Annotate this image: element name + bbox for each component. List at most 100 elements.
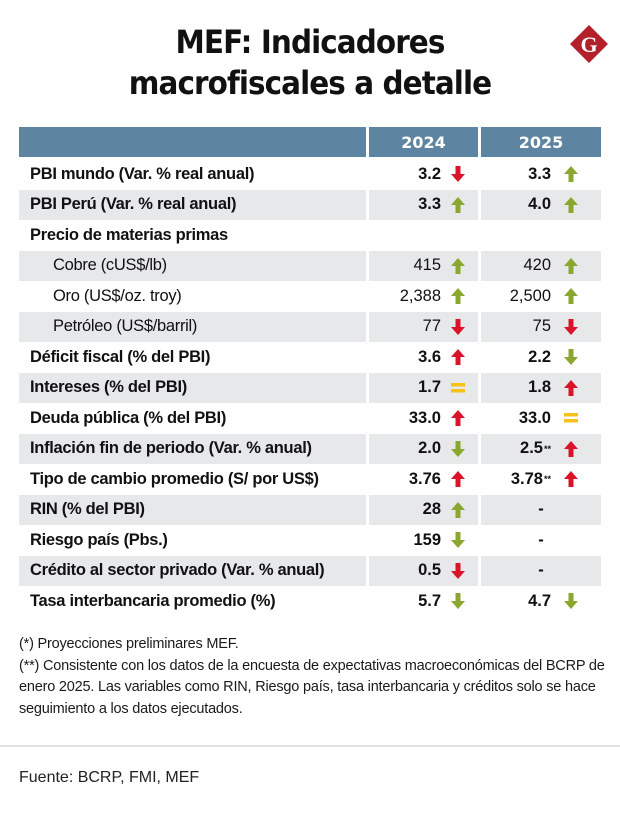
value-2024: 3.76 [369, 464, 478, 495]
value-text: 2.5 [520, 439, 543, 458]
value-2025: 3.3 [481, 159, 601, 190]
table-header-row: 2024 2025 [19, 127, 601, 157]
value-text: 3.3 [418, 195, 441, 214]
arrow-up-icon [451, 501, 465, 518]
arrow-down-icon [564, 349, 578, 365]
value-2024 [369, 220, 478, 251]
value-text: 77 [422, 317, 441, 336]
equal-icon [564, 413, 578, 423]
value-2024: 1.7 [369, 372, 478, 403]
footer-divider [0, 745, 620, 747]
value-2025: 420 [481, 250, 601, 281]
table-row: RIN (% del PBI) 28 - [19, 494, 601, 525]
equal-icon [451, 382, 465, 392]
table-row: PBI Perú (Var. % real anual) 3.3 4.0 [19, 189, 601, 220]
row-label: Riesgo país (Pbs.) [30, 530, 168, 549]
value-2024: 3.2 [369, 159, 478, 190]
footnotes: (*) Proyecciones preliminares MEF. (**) … [19, 634, 609, 720]
table-row: Petróleo (US$/barril) 77 75 [19, 311, 601, 342]
value-2025: 1.8 [481, 372, 601, 403]
arrow-up-icon [564, 257, 578, 274]
header-2024: 2024 [369, 127, 478, 157]
table-row: Déficit fiscal (% del PBI) 3.6 2.2 [19, 342, 601, 373]
row-label: Inflación fin de periodo (Var. % anual) [19, 433, 366, 464]
value-text: 2,388 [399, 286, 441, 305]
value-2025 [481, 220, 601, 251]
no-data-dash: - [538, 500, 544, 519]
source-text: Fuente: BCRP, FMI, MEF [19, 769, 200, 786]
row-label: PBI Perú (Var. % real anual) [19, 189, 366, 220]
arrow-up-icon [564, 196, 578, 213]
arrow-up-icon [564, 288, 578, 304]
value-text: 3.2 [418, 164, 441, 183]
row-label: Cobre (cUS$/lb) [19, 250, 366, 281]
value-text: 159 [413, 530, 441, 549]
table-row: PBI mundo (Var. % real anual) 3.2 3.3 [19, 159, 601, 190]
arrow-up-icon [451, 288, 465, 304]
value-2025: 3.78 ** [481, 464, 601, 495]
row-label: Precio de materias primas [30, 225, 228, 244]
value-text: 3.3 [528, 164, 551, 183]
row-label: RIN (% del PBI) [19, 494, 366, 525]
value-text: 5.7 [418, 591, 441, 610]
value-2024: 28 [369, 494, 478, 525]
value-2025: - [481, 494, 601, 525]
table-row: Crédito al sector privado (Var. % anual)… [19, 555, 601, 586]
arrow-up-icon [564, 166, 578, 182]
page-title: MEF: Indicadores macrofiscales a detalle [25, 22, 595, 104]
value-text: 420 [523, 256, 551, 275]
table-row: Oro (US$/oz. troy) 2,388 2,500 [19, 281, 601, 312]
value-text: 4.7 [528, 591, 551, 610]
value-text: 33.0 [408, 408, 441, 427]
value-2025: 2,500 [481, 281, 601, 312]
value-2024: 415 [369, 250, 478, 281]
row-label: Intereses (% del PBI) [19, 372, 366, 403]
value-text: 415 [413, 256, 441, 275]
value-text: 0.5 [418, 561, 441, 580]
no-data-dash: - [538, 530, 544, 549]
arrow-up-icon [564, 440, 578, 457]
table-row: Intereses (% del PBI) 1.7 1.8 [19, 372, 601, 403]
value-2024: 3.3 [369, 189, 478, 220]
value-text: 33.0 [518, 408, 551, 427]
header-2025: 2025 [481, 127, 601, 157]
arrow-down-icon [451, 440, 465, 457]
row-label: Crédito al sector privado (Var. % anual) [19, 555, 366, 586]
value-2025: 33.0 [481, 403, 601, 434]
arrow-up-icon [451, 196, 465, 213]
arrow-up-icon [451, 257, 465, 274]
value-text: 3.76 [408, 469, 441, 488]
no-data-dash: - [538, 561, 544, 580]
arrow-up-icon [564, 471, 578, 487]
title-line-2: macrofiscales a detalle [128, 64, 492, 102]
row-label: PBI mundo (Var. % real anual) [30, 164, 255, 183]
arrow-up-icon [564, 379, 578, 396]
footnote-marker: ** [543, 443, 551, 454]
value-text: 28 [422, 500, 441, 519]
row-label: Tipo de cambio promedio (S/ por US$) [30, 469, 319, 488]
arrow-up-icon [451, 410, 465, 426]
value-2024: 3.6 [369, 342, 478, 373]
value-text: 75 [532, 317, 551, 336]
arrow-down-icon [564, 593, 578, 609]
arrow-up-icon [451, 471, 465, 487]
row-label: Oro (US$/oz. troy) [53, 286, 182, 305]
footnote-marker: ** [543, 474, 551, 485]
arrow-down-icon [451, 318, 465, 335]
value-2024: 0.5 [369, 555, 478, 586]
footnote-2: (**) Consistente con los datos de la enc… [19, 657, 605, 717]
value-2025: - [481, 555, 601, 586]
value-2025: 2.5 ** [481, 433, 601, 464]
value-text: 3.6 [418, 347, 441, 366]
table-row: Tipo de cambio promedio (S/ por US$) 3.76… [19, 464, 601, 495]
value-2025: 75 [481, 311, 601, 342]
row-label: Deuda pública (% del PBI) [30, 408, 227, 427]
table-row: Tasa interbancaria promedio (%) 5.7 4.7 [19, 586, 601, 617]
indicators-table: 2024 2025 PBI mundo (Var. % real anual) 3… [19, 127, 601, 617]
value-text: 1.8 [528, 378, 551, 397]
value-2024: 77 [369, 311, 478, 342]
value-2024: 2,388 [369, 281, 478, 312]
arrow-up-icon [451, 349, 465, 365]
title-line-1: MEF: Indicadores [175, 23, 446, 61]
table-row: Cobre (cUS$/lb) 415 420 [19, 250, 601, 281]
